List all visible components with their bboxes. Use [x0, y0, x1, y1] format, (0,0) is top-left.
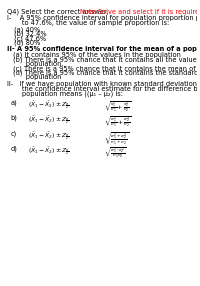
Text: $(\bar{X}_1 - \bar{X}_2) \pm Z_{\frac{\alpha}{2}}$: $(\bar{X}_1 - \bar{X}_2) \pm Z_{\frac{\a… — [28, 115, 69, 126]
Text: b): b) — [11, 115, 17, 122]
Text: (a) 40%: (a) 40% — [14, 26, 41, 33]
Text: II-   If we have population with known standard deviations σ₁ and σ₂: II- If we have population with known sta… — [7, 81, 200, 87]
Text: (c) 47.6%: (c) 47.6% — [14, 35, 47, 42]
Text: Note Solve and select if it is required.: Note Solve and select if it is required. — [80, 9, 200, 15]
Text: to 47.6%, the value of sample proportion is:: to 47.6%, the value of sample proportion… — [7, 20, 169, 26]
Text: $\sqrt{\frac{\sigma_1^2+\sigma_2^2}{n_1+n_2}}$: $\sqrt{\frac{\sigma_1^2+\sigma_2^2}{n_1+… — [104, 130, 129, 146]
Text: population means ((μ₁ – μ₂) is:: population means ((μ₁ – μ₂) is: — [7, 91, 123, 97]
Text: (a) It contains 95% of the values in the population: (a) It contains 95% of the values in the… — [13, 51, 180, 58]
Text: d): d) — [11, 146, 17, 152]
Text: $\sqrt{\frac{s_1^2}{n_1}+\frac{s_2^2}{n_2}}$: $\sqrt{\frac{s_1^2}{n_1}+\frac{s_2^2}{n_… — [104, 100, 131, 114]
Text: II- A 95% confidence interval for the mean of a population is such that:: II- A 95% confidence interval for the me… — [7, 46, 200, 52]
Text: c): c) — [11, 130, 17, 137]
Text: $(\bar{X}_1 - \bar{X}_2) \pm Z_{\frac{\alpha}{2}}$: $(\bar{X}_1 - \bar{X}_2) \pm Z_{\frac{\a… — [28, 130, 69, 142]
Text: (d) 80%: (d) 80% — [14, 40, 41, 46]
Text: population: population — [13, 74, 61, 80]
Text: population.: population. — [13, 61, 63, 67]
Text: a): a) — [11, 100, 17, 106]
Text: Q4) Select the correct answer,: Q4) Select the correct answer, — [7, 9, 110, 15]
Text: $\sqrt{\frac{\sigma_1^2\cdot\sigma_2^2}{n_1 n_2}}$: $\sqrt{\frac{\sigma_1^2\cdot\sigma_2^2}{… — [104, 146, 126, 160]
Text: $(\bar{X}_1 - \bar{X}_2) \pm Z_{\frac{\alpha}{2}}$: $(\bar{X}_1 - \bar{X}_2) \pm Z_{\frac{\a… — [28, 146, 69, 157]
Text: $\sqrt{\frac{\sigma_1^2}{n_1}+\frac{\sigma_2^2}{n_2}}$: $\sqrt{\frac{\sigma_1^2}{n_1}+\frac{\sig… — [104, 115, 132, 130]
Text: $(\bar{X}_1 - \bar{X}_2) \pm Z_{\frac{\alpha}{2}}$: $(\bar{X}_1 - \bar{X}_2) \pm Z_{\frac{\a… — [28, 100, 69, 111]
Text: (c) There is a 95% chance that it contains the mean of the population: (c) There is a 95% chance that it contai… — [13, 65, 200, 72]
Text: (b) There is a 95% chance that it contains all the values in the: (b) There is a 95% chance that it contai… — [13, 56, 200, 63]
Text: (d) There is a 95% chance that it contains the standard deviation of the: (d) There is a 95% chance that it contai… — [13, 69, 200, 76]
Text: I-    A 95% confidence interval for population proportion p is 32.4%: I- A 95% confidence interval for populat… — [7, 15, 200, 21]
Text: the confidence interval estimate for the difference between two: the confidence interval estimate for the… — [7, 86, 200, 92]
Text: (b) 32.4%: (b) 32.4% — [14, 31, 47, 37]
